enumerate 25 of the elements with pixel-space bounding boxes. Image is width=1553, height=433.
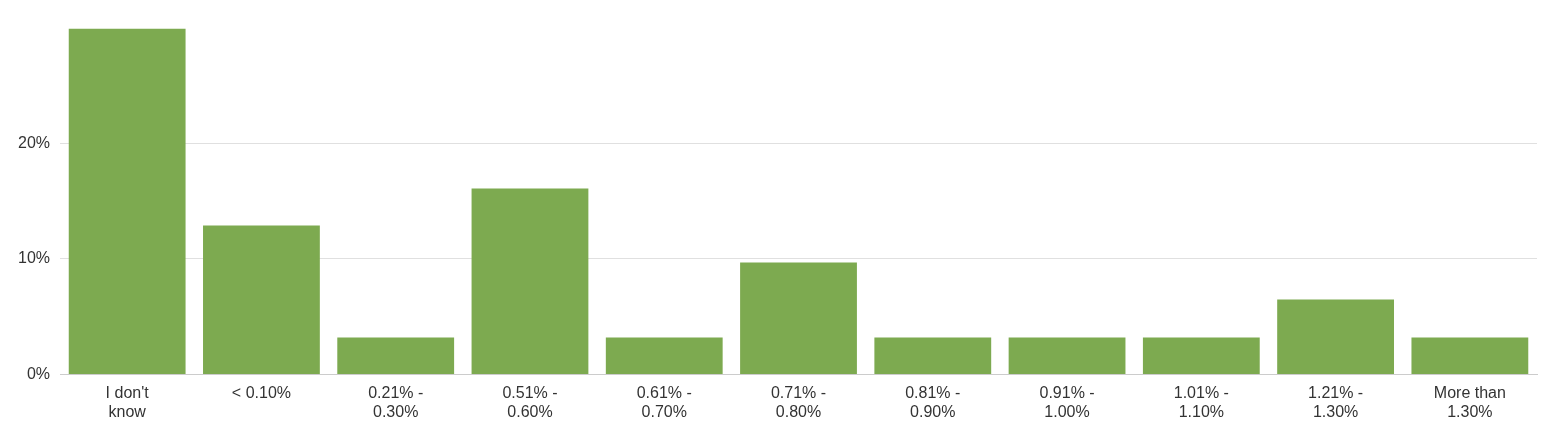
bar (337, 337, 455, 375)
y-tick-label: 0% (26, 365, 51, 383)
bar (471, 188, 589, 375)
x-tick-label: 0.21% - 0.30% (368, 383, 424, 420)
bar (68, 28, 186, 375)
x-tick-label: 1.21% - 1.30% (1308, 383, 1364, 420)
bar (1411, 337, 1529, 375)
x-tick-label: 0.71% - 0.80% (770, 383, 827, 420)
bar (874, 337, 992, 375)
bar (740, 262, 857, 375)
bar (1142, 337, 1260, 375)
y-tick-label: 20% (17, 133, 51, 151)
bar (203, 225, 320, 375)
y-tick-label: 10% (17, 249, 51, 267)
x-tick-label: 0.91% - 1.00% (1039, 383, 1095, 420)
x-tick-label: 0.81% - 0.90% (905, 383, 961, 420)
x-tick-label: 1.01% - 1.10% (1173, 383, 1229, 420)
x-tick-label: 0.61% - 0.70% (636, 383, 692, 420)
x-tick-label: 0.51% - 0.60% (502, 383, 558, 420)
bar (605, 337, 723, 375)
x-tick-label: More than 1.30% (1433, 383, 1506, 420)
x-tick-label: < 0.10% (231, 383, 292, 401)
bar (1277, 299, 1394, 375)
bar (1008, 337, 1126, 375)
x-tick-label: I don't know (105, 383, 150, 420)
